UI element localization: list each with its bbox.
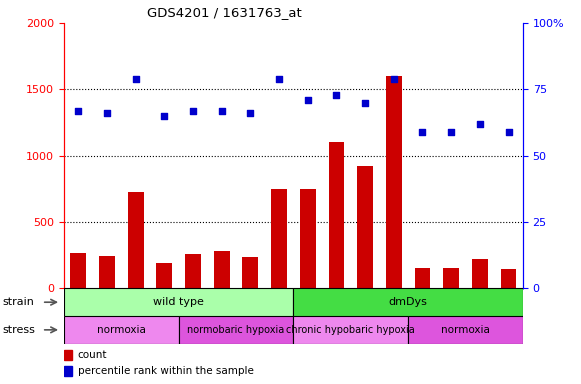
Bar (179, 316, 293, 344)
Text: GDS4201 / 1631763_at: GDS4201 / 1631763_at (147, 6, 302, 19)
Point (74, 108, 83, 114)
Bar (128, 192, 144, 288)
Bar (293, 288, 523, 316)
Point (160, 113, 169, 119)
Bar (408, 316, 523, 344)
Point (246, 110, 255, 116)
Text: stress: stress (3, 325, 36, 335)
Bar (386, 76, 401, 288)
Point (217, 108, 227, 114)
Text: normoxia: normoxia (441, 325, 490, 335)
Bar (328, 142, 345, 288)
Bar (185, 254, 201, 288)
Point (360, 99, 370, 106)
Point (389, 76, 399, 82)
Point (188, 108, 198, 114)
Point (447, 129, 456, 135)
Point (504, 129, 513, 135)
Bar (501, 269, 517, 288)
Bar (156, 263, 172, 288)
Bar (271, 189, 287, 288)
Bar (300, 189, 315, 288)
Point (274, 76, 284, 82)
Bar (443, 268, 459, 288)
Text: strain: strain (3, 297, 35, 307)
Text: wild type: wild type (153, 297, 204, 307)
Bar (64, 366, 72, 376)
Bar (64, 351, 72, 360)
Point (131, 76, 140, 82)
Text: normobaric hypoxia: normobaric hypoxia (188, 325, 285, 335)
Bar (293, 316, 408, 344)
Point (303, 97, 313, 103)
Text: normoxia: normoxia (97, 325, 146, 335)
Bar (64, 316, 179, 344)
Bar (99, 256, 115, 288)
Text: chronic hypobaric hypoxia: chronic hypobaric hypoxia (286, 325, 415, 335)
Bar (357, 166, 373, 288)
Bar (472, 259, 488, 288)
Bar (64, 288, 293, 316)
Bar (242, 257, 259, 288)
Text: dmDys: dmDys (389, 297, 428, 307)
Bar (214, 251, 229, 288)
Text: count: count (78, 350, 107, 360)
Point (418, 129, 427, 135)
Point (102, 110, 112, 116)
Bar (70, 253, 86, 288)
Point (475, 121, 485, 127)
Text: percentile rank within the sample: percentile rank within the sample (78, 366, 253, 376)
Point (332, 92, 341, 98)
Bar (415, 268, 431, 288)
